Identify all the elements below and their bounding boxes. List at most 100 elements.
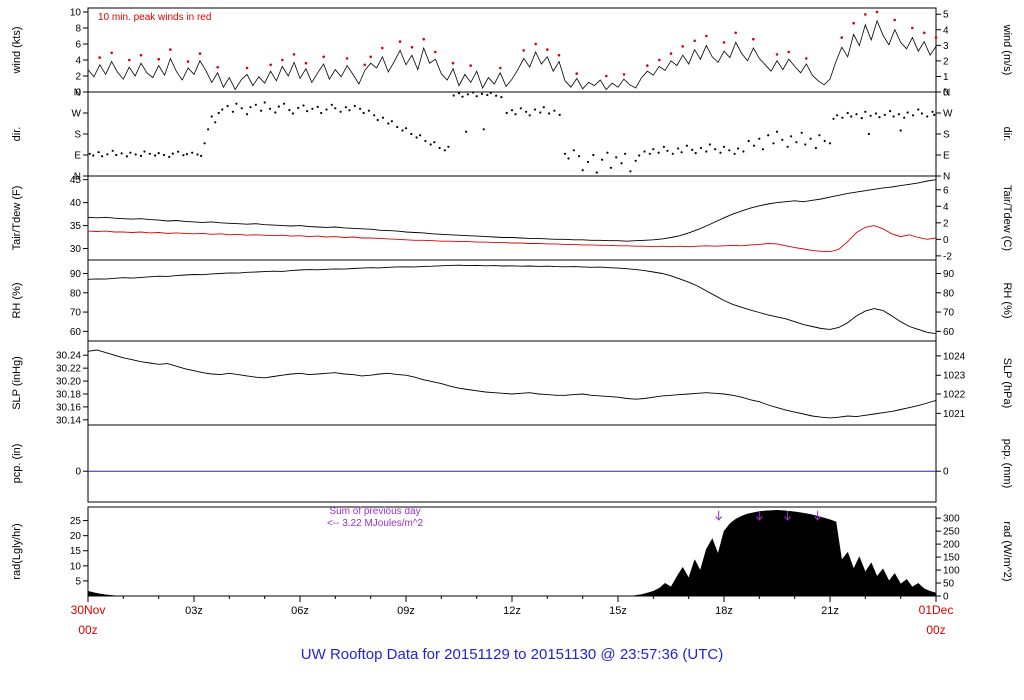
dir-wind-direction-dot: [775, 130, 779, 133]
rh-right-tick-label: 70: [943, 308, 955, 319]
dir-wind-direction-dot: [472, 91, 475, 94]
dir-wind-direction-dot: [214, 121, 217, 124]
temp-left-tick-label: 45: [70, 175, 82, 186]
rad-right-tick-label: 100: [943, 566, 960, 577]
dir-wind-direction-dot: [288, 108, 291, 112]
dir-left-tick-label: S: [74, 130, 81, 141]
dir-wind-direction-dot: [869, 114, 872, 117]
x-axis-label: 12z: [503, 605, 521, 617]
wind-peak-winds-dot: [469, 64, 473, 67]
wind-peak-winds-dot: [705, 34, 708, 38]
rad-right-tick-label: 0: [943, 592, 949, 603]
dir-wind-direction-dot: [892, 115, 895, 118]
dir-wind-direction-dot: [143, 150, 146, 153]
wind-peak-winds-dot: [805, 57, 808, 60]
dir-wind-direction-dot: [795, 141, 798, 144]
dir-wind-direction-dot: [606, 151, 609, 154]
dir-wind-direction-dot: [828, 142, 832, 145]
wind-peak-winds-dot: [658, 58, 661, 62]
dir-wind-direction-dot: [334, 107, 337, 110]
dir-wind-direction-dot: [899, 129, 902, 132]
wind-left-tick-label: 2: [75, 72, 81, 83]
dir-wind-direction-dot: [752, 144, 756, 147]
dir-wind-direction-dot: [134, 153, 137, 156]
chart-title: UW Rooftop Data for 20151129 to 20151130…: [300, 646, 724, 663]
temp-left-tick-label: 35: [70, 221, 82, 232]
dir-wind-direction-dot: [758, 137, 761, 140]
dir-wind-direction-dot: [917, 108, 920, 111]
dir-wind-direction-dot: [662, 145, 666, 148]
rad-purple-marker: [814, 511, 821, 521]
rh-right-axis-title: RH (%): [1001, 282, 1013, 318]
temp-right-axis-title: Tair/Tdew (C): [1001, 185, 1013, 251]
wind-right-tick-label: 1: [943, 72, 949, 83]
dir-wind-direction-dot: [120, 152, 123, 155]
dir-left-tick-label: N: [74, 88, 81, 99]
wind-wind-speed-line: [87, 19, 937, 91]
dir-wind-direction-dot: [387, 122, 390, 125]
wind-right-tick-label: 5: [943, 10, 949, 21]
rh-left-tick-label: 80: [70, 288, 82, 299]
dir-wind-direction-dot: [171, 152, 174, 155]
dir-right-tick-label: N: [943, 88, 950, 99]
dir-wind-direction-dot: [767, 134, 770, 137]
dir-wind-direction-dot: [558, 113, 561, 116]
wind-peak-winds-dot: [722, 41, 726, 44]
rad-left-tick-label: 5: [75, 576, 81, 587]
dir-wind-direction-dot: [818, 134, 821, 137]
dir-wind-direction-dot: [933, 113, 936, 116]
wind-peak-winds-dot: [605, 74, 608, 78]
temp-left-tick-label: 40: [70, 198, 82, 209]
wind-peak-winds-dot: [546, 48, 549, 51]
dir-wind-direction-dot: [154, 154, 157, 157]
dir-wind-direction-dot: [101, 155, 104, 158]
dir-wind-direction-dot: [634, 159, 637, 162]
dir-wind-direction-dot: [200, 154, 203, 157]
dir-wind-direction-dot: [226, 104, 229, 108]
wind-peak-winds-dot: [139, 53, 143, 57]
dir-wind-direction-dot: [320, 111, 323, 115]
rad-purple-marker: [715, 511, 723, 521]
wind-left-tick-label: 0: [75, 88, 81, 99]
wind-peak-winds-dot: [281, 58, 284, 62]
rh-right-tick-label: 60: [943, 327, 955, 338]
wind-peak-winds-dot: [369, 55, 373, 59]
wind-peak-winds-dot: [840, 36, 843, 39]
temp-left-axis-title: Tair/Tdew (F): [11, 186, 23, 251]
dir-wind-direction-dot: [883, 113, 886, 116]
dir-wind-direction-dot: [722, 145, 726, 148]
wind-peak-winds-dot: [534, 42, 537, 46]
wind-peaks-annotation: 10 min. peak winds in red: [98, 12, 212, 23]
rh-left-tick-label: 60: [70, 327, 82, 338]
dir-wind-direction-dot: [353, 104, 356, 108]
dir-wind-direction-dot: [486, 93, 489, 97]
rh-left-tick-label: 90: [70, 269, 82, 280]
dir-wind-direction-dot: [510, 109, 514, 112]
rad-right-axis-title: rad (W/m^2): [1001, 521, 1013, 581]
wind-right-tick-label: 3: [943, 41, 949, 52]
dir-wind-direction-dot: [563, 152, 567, 155]
dir-panel-border: [87, 91, 937, 177]
dir-wind-direction-dot: [643, 150, 646, 153]
dir-wind-direction-dot: [359, 107, 362, 110]
wind-peak-winds-dot: [911, 26, 914, 30]
wind-left-axis-title: wind (kts): [11, 26, 23, 74]
dir-wind-direction-dot: [277, 105, 280, 108]
dir-wind-direction-dot: [719, 151, 722, 154]
x-axis-start-label-line2: 00z: [78, 623, 97, 637]
dir-wind-direction-dot: [800, 131, 803, 134]
wind-peak-winds-dot: [646, 64, 649, 67]
wind-peak-winds-dot: [522, 49, 525, 52]
rh-panel-border: [87, 259, 937, 342]
wind-peak-winds-dot: [157, 57, 160, 61]
dir-wind-direction-dot: [609, 166, 613, 169]
dir-wind-direction-dot: [182, 154, 185, 157]
dir-wind-direction-dot: [381, 116, 385, 119]
dir-wind-direction-dot: [897, 113, 901, 116]
slp-right-tick-label: 1021: [943, 409, 966, 420]
wind-left-tick-label: 8: [75, 24, 81, 35]
wind-peak-winds-dot: [304, 61, 308, 65]
wind-peak-winds-dot: [186, 60, 190, 63]
wind-peak-winds-dot: [693, 39, 696, 43]
